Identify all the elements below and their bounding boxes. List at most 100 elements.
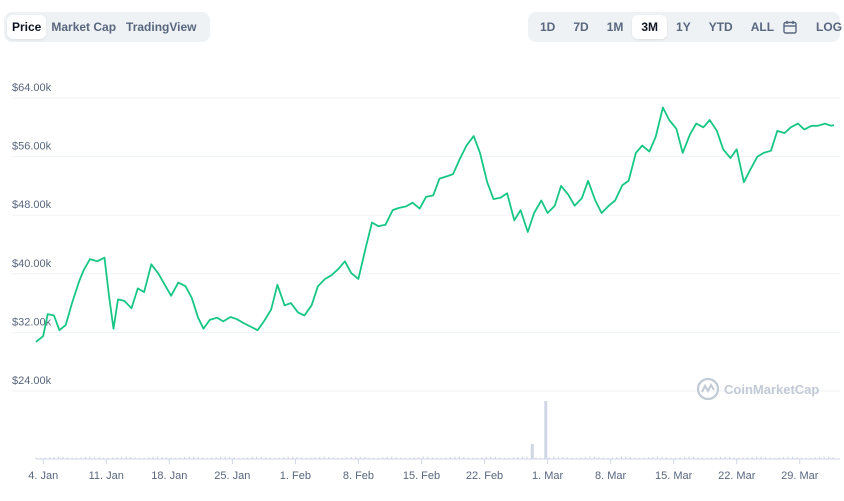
volume-bar <box>274 457 276 459</box>
volume-bar <box>449 457 451 459</box>
volume-bar <box>260 456 262 459</box>
volume-spike <box>530 443 534 459</box>
volume-bar <box>719 456 722 459</box>
log-scale-button[interactable]: LOG <box>816 20 843 34</box>
x-tick-label: 15. Mar <box>655 470 693 482</box>
volume-bar <box>341 457 343 459</box>
volume-bar <box>503 457 505 459</box>
volume-bar <box>472 457 474 459</box>
volume-bar <box>102 457 105 459</box>
volume-bar <box>377 457 379 459</box>
volume-bar <box>755 456 758 459</box>
calendar-icon[interactable] <box>783 15 797 39</box>
range-1m-button[interactable]: 1M <box>606 20 624 34</box>
volume-bar <box>521 456 523 459</box>
volume-bar <box>143 457 145 459</box>
volume-bar <box>566 457 568 459</box>
volume-bar <box>665 457 668 459</box>
volume-bar <box>256 456 258 459</box>
volume-bar <box>553 456 555 459</box>
volume-bar <box>562 456 564 459</box>
volume-bar <box>782 457 785 459</box>
volume-bar <box>305 457 307 459</box>
volume-bar <box>589 456 591 459</box>
range-3m-button[interactable]: 3M <box>632 15 668 39</box>
volume-bar <box>197 457 199 459</box>
volume-bar <box>467 457 469 459</box>
chart-type-tabs: Price Market Cap TradingView <box>4 12 210 42</box>
volume-bar <box>436 457 438 459</box>
volume-bar <box>134 457 136 459</box>
y-tick-label: $56.00k <box>12 141 52 153</box>
volume-bar <box>84 456 87 459</box>
volume-bar <box>481 457 483 459</box>
x-tick-label: 11. Jan <box>89 470 124 482</box>
volume-bar <box>647 457 650 459</box>
volume-bar <box>575 457 578 459</box>
volume-bar <box>539 457 541 459</box>
volume-bar <box>355 456 357 459</box>
volume-bar <box>107 457 109 459</box>
range-all-button[interactable]: ALL <box>750 20 775 34</box>
volume-bar <box>688 456 690 459</box>
volume-bar <box>580 457 582 459</box>
volume-bar <box>809 457 812 459</box>
volume-bar <box>368 457 370 459</box>
volume-bar <box>71 457 73 459</box>
range-ytd-button[interactable]: YTD <box>708 20 733 34</box>
y-tick-label: $64.00k <box>12 82 52 94</box>
volume-spike <box>544 401 548 459</box>
y-tick-label: $40.00k <box>12 258 52 270</box>
grid-lines <box>12 97 840 392</box>
volume-bar <box>66 457 69 459</box>
tab-tradingview[interactable]: TradingView <box>126 20 197 34</box>
volume-bar <box>156 456 159 459</box>
volume-bar <box>233 457 235 459</box>
volume-bar <box>584 456 587 459</box>
volume-bar <box>395 456 397 459</box>
volume-bar <box>625 456 627 459</box>
volume-bar <box>490 456 492 459</box>
volume-bar <box>818 456 821 459</box>
volume-bar <box>116 457 118 459</box>
volume-bar <box>485 456 487 459</box>
volume-bar <box>247 457 249 459</box>
volume-bar <box>643 457 645 459</box>
range-1y-button[interactable]: 1Y <box>676 20 691 34</box>
volume-bar <box>418 456 420 459</box>
x-tick-label: 22. Feb <box>466 470 503 482</box>
price-line <box>35 106 835 343</box>
volume-bar <box>292 456 294 459</box>
range-7d-button[interactable]: 7D <box>573 20 589 34</box>
x-axis-ticks: 4. Jan 11. Jan 18. Jan 25. Jan 1. Feb 8. Feb 1… <box>28 459 819 482</box>
volume-bar <box>120 456 123 459</box>
volume-bar <box>602 457 605 459</box>
range-selector: 1D 7D 1M 3M 1Y YTD ALL LOG <box>528 12 842 42</box>
tab-price[interactable]: Price <box>7 15 47 39</box>
volume-bar <box>251 456 253 459</box>
tab-market-cap[interactable]: Market Cap <box>51 20 117 34</box>
volume-bar <box>48 457 51 459</box>
volume-bar <box>75 457 78 459</box>
volume-bar <box>764 457 767 459</box>
x-tick-label: 1. Feb <box>280 470 311 482</box>
volume-bar <box>301 457 303 459</box>
volume-bar <box>652 456 654 459</box>
volume-bar <box>193 456 195 459</box>
x-tick-label: 1. Mar <box>532 470 564 482</box>
volume-bar <box>512 457 514 459</box>
volume-bar <box>706 457 708 459</box>
volume-bar <box>80 457 82 459</box>
volume-bar <box>211 457 213 459</box>
range-1d-button[interactable]: 1D <box>540 20 556 34</box>
x-tick-label: 25. Jan <box>214 470 250 482</box>
volume-bar <box>337 457 339 459</box>
volume-bar <box>607 457 609 459</box>
volume-bar <box>737 457 740 459</box>
volume-bar <box>229 456 231 459</box>
volume-bar <box>620 456 623 459</box>
volume-bar <box>188 456 190 459</box>
volume-bar <box>814 457 816 459</box>
volume-bar <box>629 457 632 459</box>
